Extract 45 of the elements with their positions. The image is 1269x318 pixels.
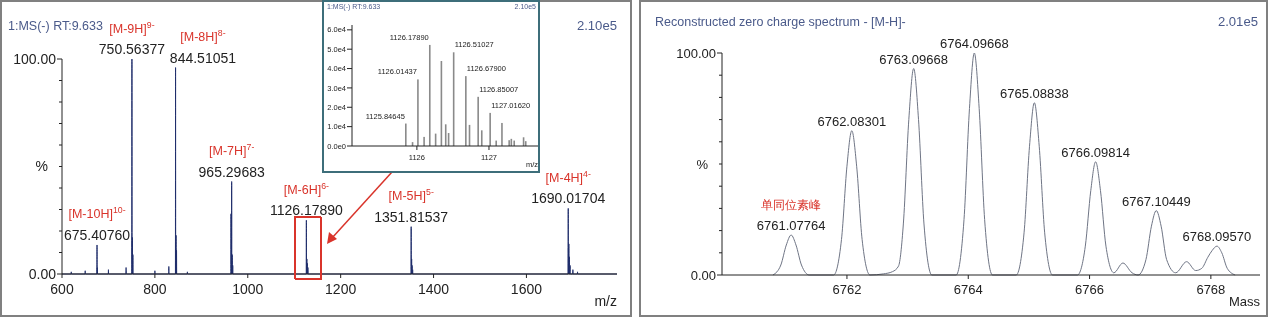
x-tick-label: 1000 bbox=[232, 281, 264, 297]
x-tick-label: 600 bbox=[50, 281, 74, 297]
y-tick-label: 0.00 bbox=[690, 267, 716, 283]
x-axis-title: m/z bbox=[594, 293, 617, 309]
annotation: 1690.01704 bbox=[531, 190, 606, 207]
y-tick-label: 100.00 bbox=[13, 50, 57, 67]
annotation: [M-5H]$^{5-}$ bbox=[388, 187, 434, 204]
y-tick-label: 0.00 bbox=[28, 265, 57, 282]
annotation: [M-4H]$^{4-}$ bbox=[545, 168, 591, 185]
x-tick-label: 1600 bbox=[510, 281, 543, 297]
x-tick-label: 6768 bbox=[1196, 282, 1226, 297]
x-tick-label: 800 bbox=[143, 281, 167, 297]
x-tick-label: 1200 bbox=[325, 281, 357, 297]
annotation: 844.51051 bbox=[169, 49, 237, 66]
text: 2.10e5 bbox=[576, 18, 617, 33]
annotation: 965.29683 bbox=[198, 163, 265, 180]
x-tick-label: 1400 bbox=[417, 281, 450, 297]
chart-title: Reconstructed zero charge spectrum - [M-H]- bbox=[655, 15, 906, 29]
x-tick-label: 6766 bbox=[1075, 282, 1105, 297]
annotation: [M-6H]$^{6-}$ bbox=[283, 180, 330, 197]
chart-title: 1:MS(-) RT:9.633 bbox=[8, 19, 103, 33]
annotation: 1126.17890 bbox=[269, 202, 344, 219]
annotation: 6763.09668 bbox=[879, 51, 949, 67]
y-tick-label: 100.00 bbox=[676, 45, 716, 61]
annotation: 675.40760 bbox=[63, 226, 131, 243]
annotation: 6764.09668 bbox=[939, 36, 1009, 51]
annotation: 单同位素峰 bbox=[761, 198, 822, 213]
annotation: 6761.07764 bbox=[756, 218, 826, 234]
y-axis-title: % bbox=[35, 158, 48, 175]
annotation: [M-10H]$^{10-}$ bbox=[68, 205, 126, 222]
annotation: [M-7H]$^{7-}$ bbox=[209, 142, 255, 159]
x-tick-label: 6762 bbox=[832, 282, 862, 297]
annotation: [M-8H]$^{8-}$ bbox=[180, 28, 226, 45]
x-tick-label: 6764 bbox=[953, 282, 983, 297]
annotation: 6765.08838 bbox=[1000, 85, 1069, 101]
y-axis-title: % bbox=[696, 156, 709, 172]
annotation: 1351.81537 bbox=[374, 208, 449, 225]
annotation: 6766.09814 bbox=[1061, 144, 1130, 160]
annotation: [M-9H]$^{9-}$ bbox=[109, 19, 155, 36]
annotation: 6767.10449 bbox=[1121, 193, 1191, 209]
x-axis-title: Mass bbox=[1228, 294, 1261, 309]
annotation: 750.56377 bbox=[98, 41, 166, 57]
annotation: 6762.08301 bbox=[817, 113, 887, 129]
text: 2.01e5 bbox=[1217, 14, 1258, 29]
annotation: 6768.09570 bbox=[1182, 229, 1252, 245]
